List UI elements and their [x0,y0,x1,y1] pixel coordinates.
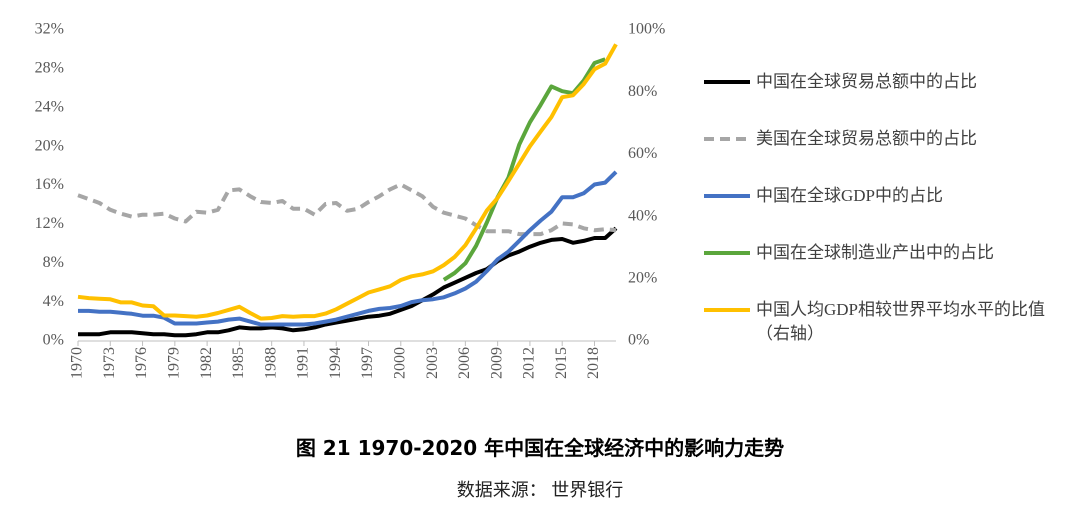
legend-item: 中国在全球制造业产出中的占比 [700,241,1070,298]
x-tick-label: 2003 [424,347,441,379]
chart: 0% 4% 8% 12% 16% 20% 24% 28% 32% 0% 20% 40% 60% 80% 10… [35,21,666,379]
legend-swatch [704,251,750,255]
y-tick-label: 8% [43,254,64,271]
y2-tick-label: 0% [628,332,649,349]
legend-item: 中国人均GDP相较世界平均水平的比值（右轴） [700,298,1070,355]
legend-label: 中国人均GDP相较世界平均水平的比值（右轴） [756,300,1046,343]
y-tick-label: 24% [35,98,64,115]
legend-item: 中国在全球GDP中的占比 [700,184,1070,241]
x-tick-label: 2012 [521,347,538,379]
y-tick-label: 0% [43,332,64,349]
x-tick-label: 1982 [198,347,215,379]
legend-label: 中国在全球贸易总额中的占比 [756,72,977,91]
legend-swatch [704,137,750,141]
y-tick-label: 28% [35,60,64,77]
legend-swatch [704,308,750,312]
series-line [78,226,618,338]
legend-label: 中国在全球GDP中的占比 [756,186,944,205]
y2-tick-label: 60% [628,145,657,162]
y2-tick-label: 20% [628,269,657,286]
y2-tick-label: 100% [628,21,665,38]
series-line [442,57,606,282]
series-line [77,43,618,321]
legend-label: 美国在全球贸易总额中的占比 [756,129,977,148]
series-line [78,170,618,327]
legend-item: 中国在全球贸易总额中的占比 [700,70,1070,127]
x-tick-label: 1988 [262,347,279,379]
x-tick-label: 1979 [166,347,183,379]
caption: 图 21 1970-2020 年中国在全球经济中的影响力走势 [295,436,785,460]
x-tick-label: 1970 [69,347,86,379]
legend-swatch [704,194,750,198]
x-tick-label: 1976 [133,347,150,379]
y-tick-label: 32% [35,21,64,38]
y-tick-label: 20% [35,137,64,154]
y-tick-label: 16% [35,176,64,193]
x-tick-label: 1991 [295,347,312,379]
x-tick-label: 1997 [359,347,376,379]
y-tick-label: 4% [43,293,64,310]
x-tick-label: 1973 [101,347,118,379]
legend-swatch [704,80,750,84]
legend-item: 美国在全球贸易总额中的占比 [700,127,1070,184]
x-tick-label: 2000 [391,347,408,379]
y-tick-label: 12% [35,215,64,232]
x-tick-label: 1994 [327,347,344,379]
y2-tick-label: 40% [628,207,657,224]
y2-tick-label: 80% [628,83,657,100]
x-tick-label: 2009 [488,347,505,379]
source: 数据来源： 世界银行 [456,480,624,500]
x-tick-label: 2006 [456,347,473,379]
legend-label: 中国在全球制造业产出中的占比 [756,243,994,262]
x-tick-label: 1985 [230,347,247,379]
x-tick-label: 2015 [553,347,570,379]
x-tick-label: 2018 [585,347,602,379]
legend: 中国在全球贸易总额中的占比 美国在全球贸易总额中的占比 中国在全球GDP中的占比中国… [700,70,1070,355]
